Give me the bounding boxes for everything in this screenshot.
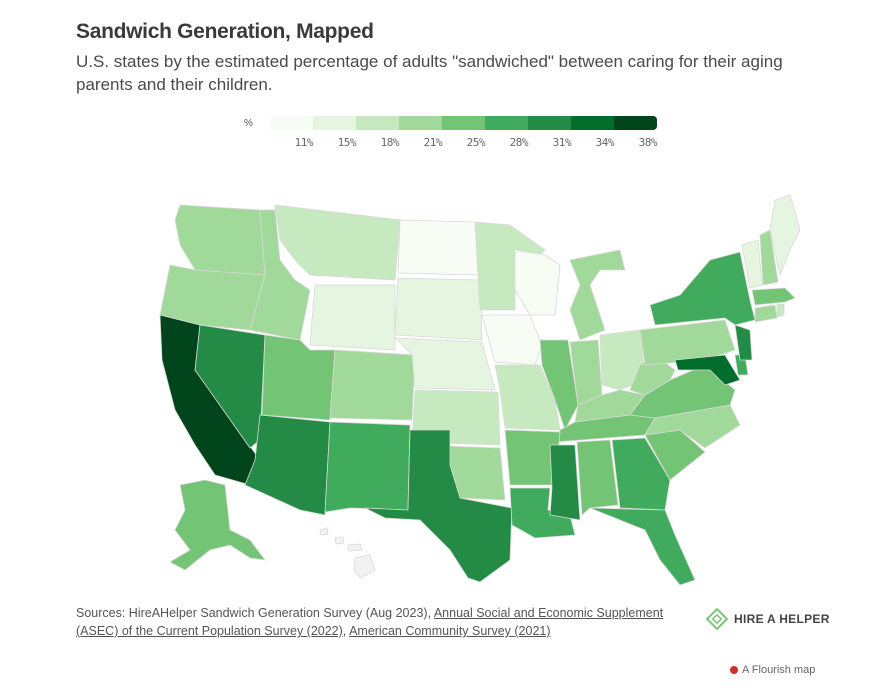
state-pa[interactable]: [639, 319, 736, 366]
legend-tick-label: 34%: [595, 136, 615, 149]
state-fl[interactable]: [589, 507, 696, 586]
state-co[interactable]: [329, 349, 416, 421]
legend-tick-label: 38%: [638, 136, 658, 149]
legend-swatch: [270, 116, 313, 130]
legend-tick-label: 28%: [509, 136, 529, 149]
state-md[interactable]: [674, 354, 741, 386]
state-wa[interactable]: [174, 204, 266, 276]
state-wi[interactable]: [514, 249, 561, 316]
sources-prefix: Sources: HireAHelper Sandwich Generation…: [76, 606, 434, 620]
state-id[interactable]: [249, 209, 311, 341]
legend-tick-label: 21%: [423, 136, 443, 149]
state-mt[interactable]: [274, 204, 401, 281]
state-ms[interactable]: [549, 444, 581, 521]
chart-subtitle: U.S. states by the estimated percentage …: [76, 52, 783, 94]
state-vt[interactable]: [741, 239, 763, 289]
legend-tick-label: 11%: [294, 136, 314, 149]
legend-swatch: [313, 116, 356, 130]
legend-tick-label: 18%: [380, 136, 400, 149]
state-nd[interactable]: [397, 219, 481, 276]
legend-bar: [270, 116, 657, 130]
state-ri[interactable]: [776, 303, 785, 318]
legend-swatch: [528, 116, 571, 130]
legend-swatch: [571, 116, 614, 130]
state-or[interactable]: [159, 264, 266, 331]
state-nm[interactable]: [324, 421, 411, 513]
legend-swatch: [442, 116, 485, 130]
legend-labels: 11% 15% 18% 21% 25% 28% 31% 34% 38%: [270, 136, 658, 149]
state-nh[interactable]: [759, 229, 779, 286]
state-mi[interactable]: [569, 249, 626, 341]
state-la[interactable]: [509, 487, 576, 539]
flourish-label: A Flourish map: [742, 664, 816, 676]
legend-swatch: [614, 116, 657, 130]
state-nv[interactable]: [194, 324, 266, 449]
brand-name: HIRE A HELPER: [734, 612, 830, 626]
hire-a-helper-icon: [706, 608, 728, 630]
legend-tick-label: 31%: [552, 136, 572, 149]
state-tx[interactable]: [364, 429, 513, 583]
state-ne[interactable]: [393, 337, 496, 391]
state-wy[interactable]: [309, 284, 396, 351]
acs-source-link[interactable]: American Community Survey (2021): [349, 624, 551, 638]
flourish-credit[interactable]: A Flourish map: [730, 664, 815, 676]
legend-tick-label: 25%: [466, 136, 486, 149]
legend-swatch: [356, 116, 399, 130]
legend-unit: %: [244, 118, 253, 129]
state-sd[interactable]: [394, 277, 483, 341]
asec-source-link[interactable]: Annual Social and Economic Supplement (A…: [76, 606, 664, 638]
sources-note: Sources: HireAHelper Sandwich Generation…: [76, 604, 676, 640]
hire-a-helper-logo[interactable]: HIRE A HELPER: [706, 608, 830, 630]
state-ma[interactable]: [751, 287, 796, 306]
state-va[interactable]: [629, 364, 736, 419]
state-ak[interactable]: [169, 479, 266, 571]
state-ia[interactable]: [481, 314, 543, 366]
state-al[interactable]: [576, 439, 619, 516]
state-ny[interactable]: [649, 251, 756, 326]
us-map: [150, 190, 801, 595]
state-nj[interactable]: [734, 324, 753, 361]
state-ct[interactable]: [754, 304, 778, 323]
legend-swatch: [485, 116, 528, 130]
sources-separator: ,: [342, 624, 350, 638]
chart-title: Sandwich Generation, Mapped: [76, 20, 374, 43]
flourish-icon: [730, 666, 738, 674]
legend-tick-label: 15%: [337, 136, 357, 149]
state-hi[interactable]: [319, 527, 376, 579]
state-ga[interactable]: [611, 437, 671, 511]
legend-swatch: [399, 116, 442, 130]
state-ut[interactable]: [261, 334, 336, 421]
